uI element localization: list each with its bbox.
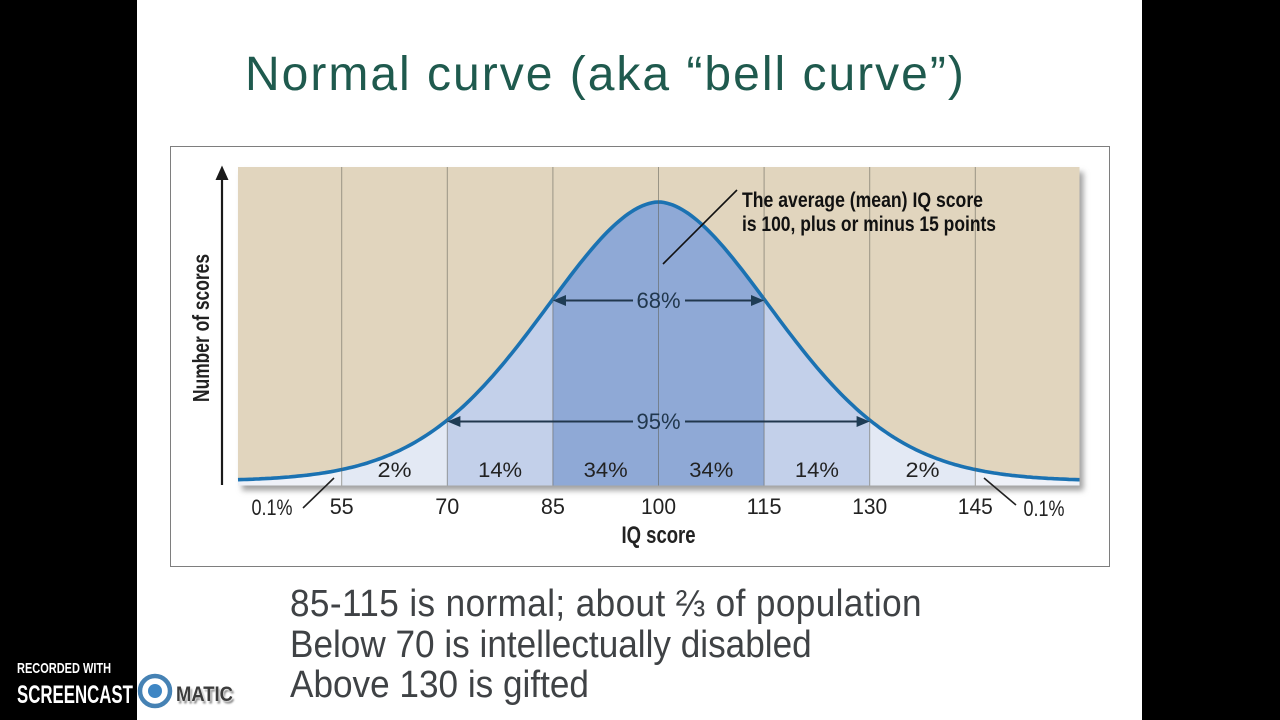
svg-text:0.1%: 0.1% xyxy=(252,495,293,520)
svg-text:34%: 34% xyxy=(584,459,628,482)
svg-text:14%: 14% xyxy=(478,459,522,482)
svg-text:95%: 95% xyxy=(636,409,680,434)
svg-text:70: 70 xyxy=(435,494,459,519)
svg-text:68%: 68% xyxy=(636,288,680,313)
svg-text:2%: 2% xyxy=(906,459,940,482)
svg-text:34%: 34% xyxy=(689,459,733,482)
svg-text:The average (mean) IQ score: The average (mean) IQ score xyxy=(742,188,983,212)
svg-text:Number of scores: Number of scores xyxy=(188,254,214,402)
svg-text:100: 100 xyxy=(641,494,676,519)
svg-text:0.1%: 0.1% xyxy=(1024,496,1065,521)
svg-text:2%: 2% xyxy=(378,459,412,482)
svg-text:130: 130 xyxy=(852,494,887,519)
svg-text:IQ score: IQ score xyxy=(622,522,696,549)
svg-text:85: 85 xyxy=(541,494,565,519)
svg-text:115: 115 xyxy=(747,494,782,519)
svg-text:14%: 14% xyxy=(795,459,839,482)
svg-text:55: 55 xyxy=(330,494,354,519)
svg-text:is 100, plus or minus 15 point: is 100, plus or minus 15 points xyxy=(742,212,996,236)
svg-text:145: 145 xyxy=(958,494,993,519)
